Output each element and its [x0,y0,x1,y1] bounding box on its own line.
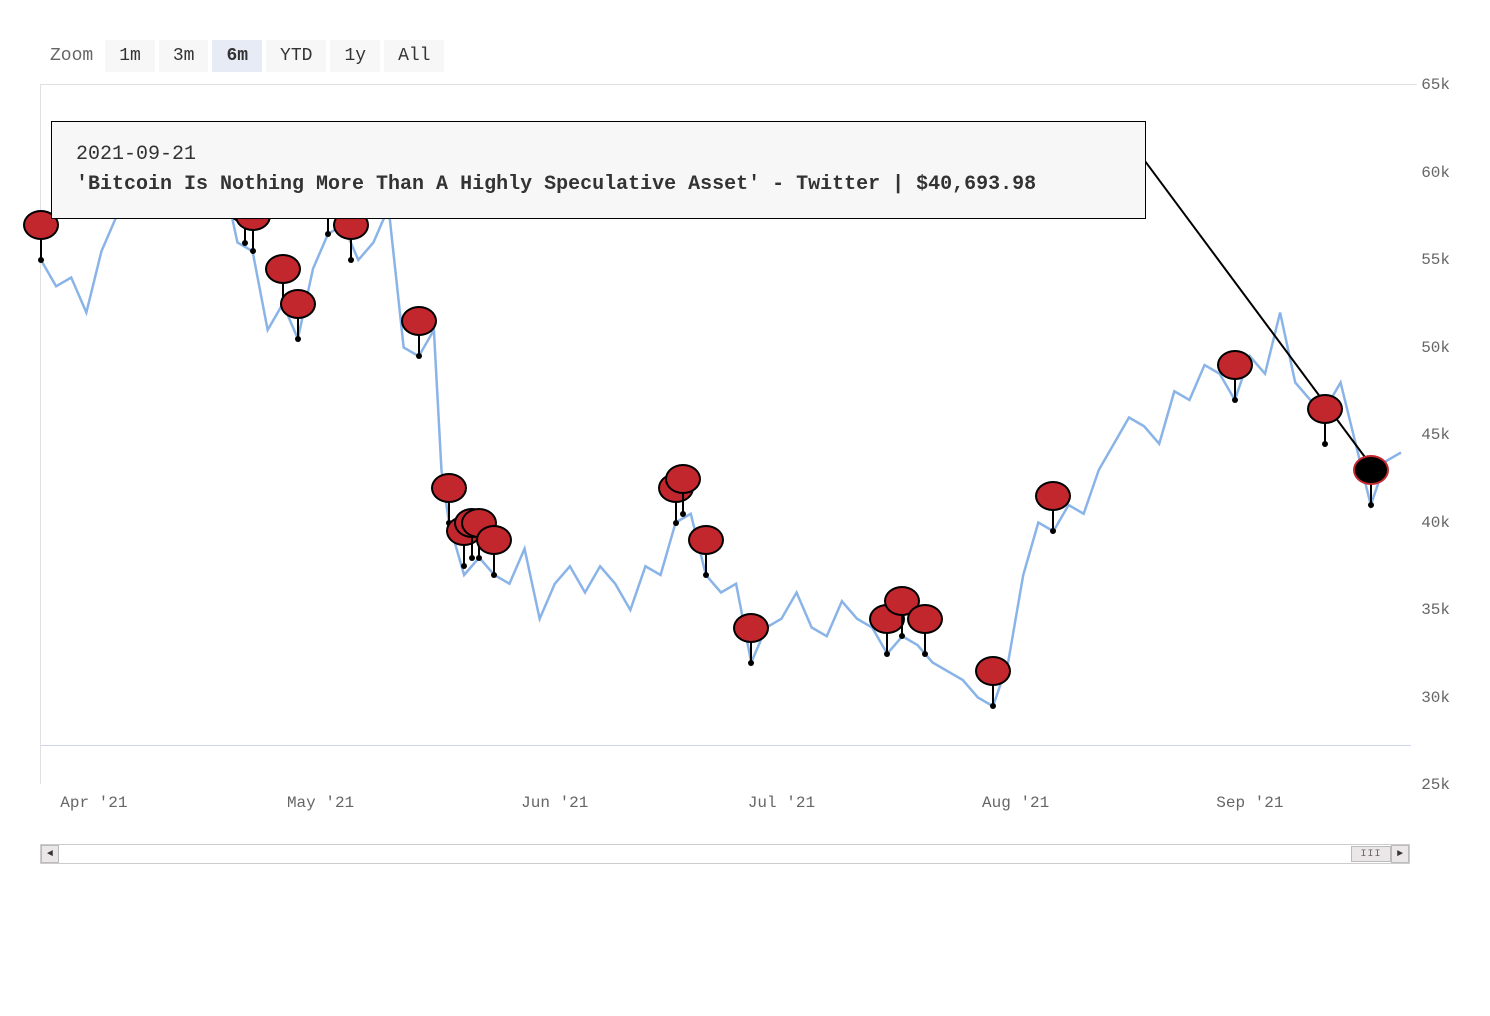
y-tick-label: 60k [1417,164,1450,182]
event-marker[interactable] [40,210,42,260]
scroll-track[interactable]: III [59,845,1391,863]
x-tick-label: Jul '21 [748,794,815,812]
zoom-button-6m[interactable]: 6m [212,40,262,72]
event-marker[interactable] [924,604,926,654]
y-tick-label: 65k [1417,76,1450,94]
tooltip-date: 2021-09-21 [76,140,1121,170]
zoom-label: Zoom [50,46,93,66]
y-tick-label: 30k [1417,689,1450,707]
chart-container: Zoom 1m3m6mYTD1yAll 2021-09-21 'Bitcoin … [40,40,1450,864]
zoom-button-1y[interactable]: 1y [330,40,380,72]
x-tick-label: Jun '21 [521,794,588,812]
y-tick-label: 35k [1417,601,1450,619]
zoom-button-ytd[interactable]: YTD [266,40,326,72]
x-tick-label: May '21 [287,794,354,812]
event-marker[interactable] [886,604,888,654]
y-tick-label: 55k [1417,251,1450,269]
zoom-toolbar: Zoom 1m3m6mYTD1yAll [40,40,1450,72]
scroll-left-button[interactable]: ◄ [41,845,59,863]
event-marker[interactable] [297,289,299,339]
x-tick-label: Apr '21 [60,794,127,812]
event-marker-highlighted[interactable] [1370,455,1372,505]
event-marker[interactable] [493,525,495,575]
zoom-button-3m[interactable]: 3m [159,40,209,72]
y-tick-label: 50k [1417,339,1450,357]
x-tick-label: Sep '21 [1216,794,1283,812]
event-marker[interactable] [992,656,994,706]
event-marker[interactable] [1324,394,1326,444]
y-tick-label: 25k [1417,776,1450,794]
x-axis-line [41,745,1411,746]
event-marker[interactable] [448,473,450,523]
event-marker[interactable] [1234,350,1236,400]
x-tick-label: Aug '21 [982,794,1049,812]
event-marker[interactable] [1052,481,1054,531]
scroll-right-button[interactable]: ► [1391,845,1409,863]
navigator-scrollbar[interactable]: ◄ III ► [40,844,1410,864]
plot-area[interactable]: 2021-09-21 'Bitcoin Is Nothing More Than… [40,84,1450,784]
event-marker[interactable] [682,464,684,514]
y-tick-label: 45k [1417,426,1450,444]
event-marker[interactable] [705,525,707,575]
event-marker[interactable] [418,306,420,356]
zoom-button-1m[interactable]: 1m [105,40,155,72]
scroll-thumb[interactable]: III [1351,846,1391,862]
event-marker[interactable] [901,586,903,636]
tooltip: 2021-09-21 'Bitcoin Is Nothing More Than… [51,121,1146,219]
zoom-button-all[interactable]: All [384,40,444,72]
event-marker[interactable] [750,613,752,663]
y-tick-label: 40k [1417,514,1450,532]
tooltip-text: 'Bitcoin Is Nothing More Than A Highly S… [76,170,1121,200]
